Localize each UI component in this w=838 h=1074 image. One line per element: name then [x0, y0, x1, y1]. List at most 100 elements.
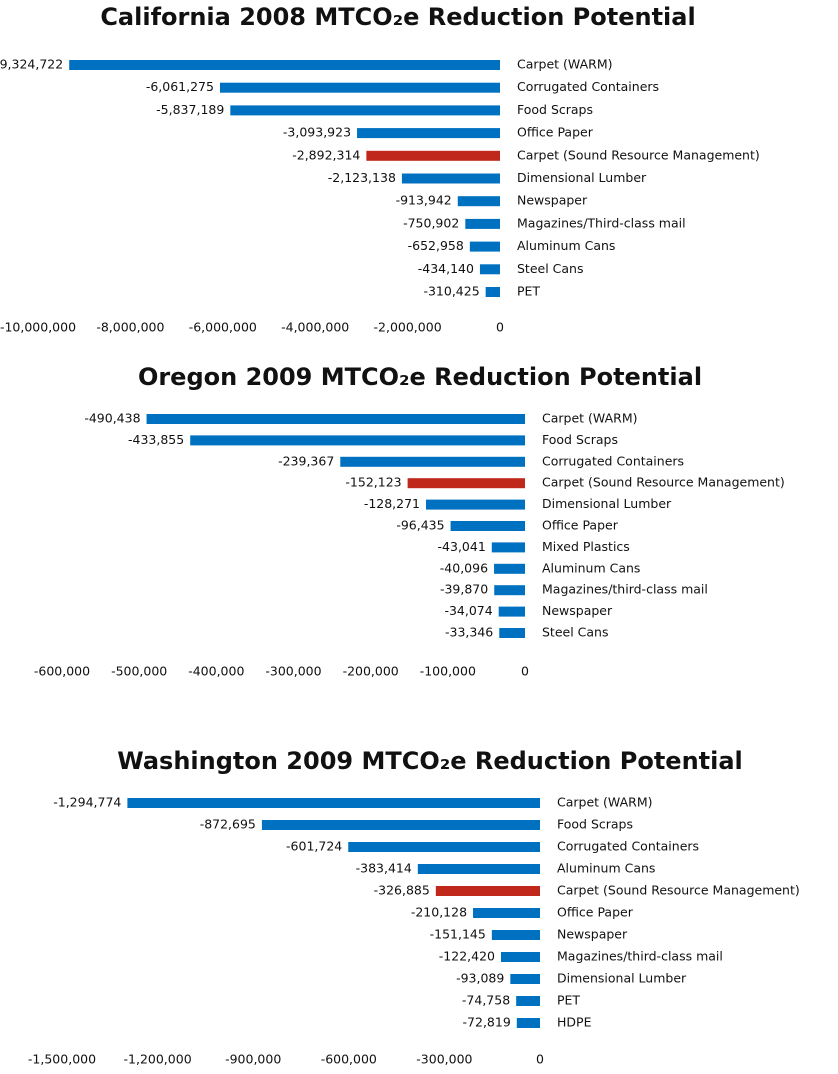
- category-label: Carpet (WARM): [517, 57, 612, 72]
- bar: [498, 606, 525, 617]
- x-tick-label: -600,000: [34, 664, 90, 679]
- bar: [500, 952, 540, 962]
- value-label: -74,758: [462, 993, 510, 1008]
- bar: [407, 478, 525, 489]
- category-label: Aluminum Cans: [542, 560, 640, 575]
- bar: [190, 435, 525, 446]
- value-label: -122,420: [439, 949, 495, 964]
- bar: [516, 1018, 540, 1028]
- bar: [450, 521, 525, 531]
- category-label: Steel Cans: [517, 261, 584, 276]
- value-label: -40,096: [440, 560, 488, 575]
- value-label: -6,061,275: [146, 79, 214, 94]
- value-label: -33,346: [445, 625, 493, 640]
- x-tick-label: -1,500,000: [28, 1052, 96, 1067]
- x-tick-label: -4,000,000: [281, 320, 349, 335]
- bar: [457, 196, 500, 207]
- category-label: Carpet (WARM): [557, 795, 652, 810]
- category-label: Corrugated Containers: [542, 453, 684, 468]
- value-label: -1,294,774: [53, 795, 121, 810]
- bar: [348, 842, 540, 852]
- bar: [499, 628, 525, 638]
- category-label: Dimensional Lumber: [542, 496, 672, 511]
- category-label: Carpet (Sound Resource Management): [517, 147, 760, 162]
- value-label: -2,892,314: [292, 147, 360, 162]
- value-label: -210,128: [411, 905, 467, 920]
- category-label: Carpet (WARM): [542, 411, 637, 426]
- bar: [469, 241, 500, 252]
- chart-title: California 2008 MTCO₂e Reduction Potenti…: [100, 3, 695, 31]
- bar: [146, 414, 525, 424]
- category-label: HDPE: [557, 1015, 592, 1030]
- bar: [491, 542, 525, 553]
- value-label: -490,438: [84, 411, 140, 426]
- bar: [69, 60, 500, 70]
- x-tick-label: -2,000,000: [374, 320, 442, 335]
- value-label: -151,145: [430, 927, 486, 942]
- bar: [510, 974, 540, 984]
- category-label: PET: [517, 284, 540, 299]
- value-label: -239,367: [278, 453, 334, 468]
- x-tick-label: -600,000: [321, 1052, 377, 1067]
- x-tick-label: -200,000: [343, 664, 399, 679]
- bar: [219, 82, 500, 93]
- category-label: Food Scraps: [557, 817, 633, 832]
- category-label: Carpet (Sound Resource Management): [542, 475, 785, 490]
- category-label: Aluminum Cans: [557, 861, 655, 876]
- x-tick-label: -8,000,000: [96, 320, 164, 335]
- bar: [479, 264, 500, 275]
- category-label: Newspaper: [517, 193, 588, 208]
- bar: [340, 456, 525, 467]
- category-label: Aluminum Cans: [517, 238, 615, 253]
- category-label: Newspaper: [557, 927, 628, 942]
- category-label: Dimensional Lumber: [557, 971, 687, 986]
- value-label: -5,837,189: [156, 102, 224, 117]
- x-tick-label: -1,200,000: [124, 1052, 192, 1067]
- bar: [494, 563, 525, 574]
- category-label: Steel Cans: [542, 625, 609, 640]
- x-tick-label: 0: [496, 320, 504, 335]
- value-label: -96,435: [396, 518, 444, 533]
- bar: [417, 864, 540, 874]
- bar: [491, 930, 540, 940]
- bar: [494, 585, 525, 596]
- bar: [465, 218, 500, 229]
- category-label: Office Paper: [542, 518, 619, 533]
- value-label: -913,942: [396, 193, 452, 208]
- bar: [401, 173, 500, 184]
- category-label: PET: [557, 993, 580, 1008]
- x-tick-label: -300,000: [265, 664, 321, 679]
- category-label: Food Scraps: [542, 432, 618, 447]
- value-label: -750,902: [403, 215, 459, 230]
- chart-title: Washington 2009 MTCO₂e Reduction Potenti…: [117, 747, 743, 775]
- value-label: -34,074: [444, 603, 492, 618]
- bar: [230, 105, 500, 116]
- value-label: -9,324,722: [0, 57, 63, 72]
- bar: [127, 798, 540, 808]
- category-label: Newspaper: [542, 603, 613, 618]
- value-label: -326,885: [374, 883, 430, 898]
- category-label: Magazines/third-class mail: [542, 582, 708, 597]
- value-label: -72,819: [463, 1015, 511, 1030]
- x-tick-label: -500,000: [111, 664, 167, 679]
- x-tick-label: -100,000: [420, 664, 476, 679]
- category-label: Mixed Plastics: [542, 539, 630, 554]
- x-tick-label: 0: [521, 664, 529, 679]
- category-label: Office Paper: [557, 905, 634, 920]
- value-label: -43,041: [438, 539, 486, 554]
- value-label: -152,123: [345, 475, 401, 490]
- x-tick-label: -400,000: [188, 664, 244, 679]
- x-tick-label: -6,000,000: [189, 320, 257, 335]
- category-label: Dimensional Lumber: [517, 170, 647, 185]
- category-label: Corrugated Containers: [557, 839, 699, 854]
- bar: [473, 908, 540, 918]
- x-tick-label: -900,000: [225, 1052, 281, 1067]
- value-label: -39,870: [440, 582, 488, 597]
- value-label: -652,958: [408, 238, 464, 253]
- bar: [426, 499, 525, 510]
- category-label: Carpet (Sound Resource Management): [557, 883, 800, 898]
- value-label: -310,425: [423, 284, 479, 299]
- category-label: Magazines/third-class mail: [557, 949, 723, 964]
- value-label: -93,089: [456, 971, 504, 986]
- value-label: -383,414: [356, 861, 412, 876]
